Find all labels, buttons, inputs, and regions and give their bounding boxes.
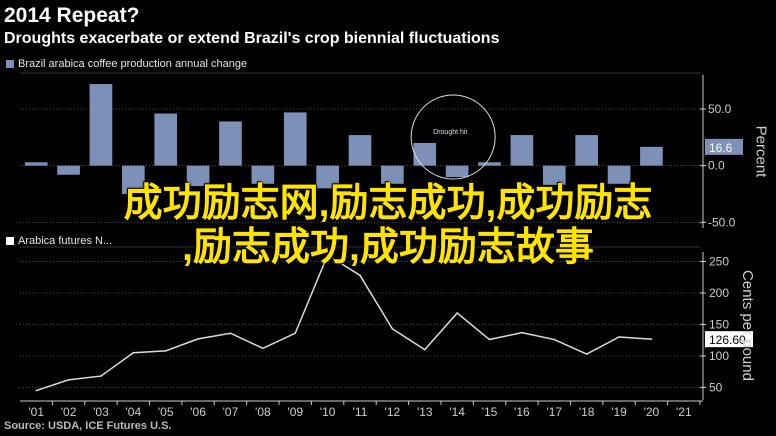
x-tick-label: '05 — [158, 405, 174, 419]
bar-ytick-label: 50.0 — [708, 102, 732, 116]
price-point — [67, 379, 70, 381]
bar — [89, 84, 113, 166]
bar-legend: Brazil arabica coffee production annual … — [6, 58, 247, 70]
price-point — [391, 328, 394, 330]
bar — [154, 113, 178, 166]
price-point — [359, 274, 361, 277]
bar-ytick-label: -50.0 — [708, 215, 736, 229]
bar — [575, 135, 598, 166]
price-point — [164, 350, 167, 352]
x-tick-label: '04 — [126, 405, 142, 419]
source-note: Source: USDA, ICE Futures U.S. — [4, 420, 172, 432]
x-tick-label: '10 — [320, 405, 336, 419]
bar-last-value-label: 16.6 — [709, 141, 733, 155]
bar-legend-label: Brazil arabica coffee production annual … — [18, 58, 248, 70]
x-tick-label: '07 — [223, 405, 239, 419]
bar — [348, 135, 372, 166]
x-tick-label: '03 — [93, 405, 109, 419]
price-point — [197, 338, 199, 340]
bar — [445, 165, 469, 177]
bar-ylabel: Percent — [752, 125, 770, 178]
bar-last-value-tag — [705, 138, 743, 155]
line-ytick-label: 150 — [709, 317, 729, 331]
price-point — [456, 312, 458, 314]
chart-subtitle: Droughts exacerbate or extend Brazil's c… — [4, 30, 500, 47]
line-chart: 250 200 150 100 50 126.60 — [20, 246, 753, 400]
price-point — [423, 348, 426, 351]
line-legend-swatch — [6, 237, 14, 245]
x-tick-label: '18 — [579, 405, 595, 419]
x-tick-label: '11 — [353, 405, 368, 419]
bar — [24, 162, 48, 166]
price-point — [100, 375, 102, 377]
bar — [478, 162, 501, 166]
bar — [381, 165, 404, 184]
price-point — [294, 332, 297, 335]
bar — [640, 146, 663, 166]
bar — [251, 165, 275, 184]
line-ylabel: Cents per pound — [738, 270, 756, 381]
price-point — [650, 338, 653, 340]
line-last-value-tag — [705, 331, 753, 348]
x-tick-label: '08 — [255, 405, 271, 419]
price-point — [35, 389, 37, 392]
price-point — [618, 336, 620, 338]
bar — [510, 135, 534, 166]
bar — [283, 112, 307, 166]
line-legend-label: Arabica futures N... — [18, 235, 113, 247]
price-point — [553, 338, 556, 341]
overlay-watermark-line1: 成功励志网,励志成功,成功励志 — [123, 182, 653, 225]
x-tick-label: '02 — [61, 405, 77, 419]
line-ytick-label: 200 — [709, 286, 729, 300]
x-tick-label: '12 — [385, 405, 401, 419]
x-tick-label: '19 — [611, 405, 627, 419]
drought-annotation-circle — [410, 94, 496, 180]
bar — [57, 165, 80, 175]
x-tick-label: '14 — [449, 405, 465, 419]
overlay-watermark-line2: ,励志成功,成功励志故事 — [182, 226, 594, 269]
price-point — [326, 254, 329, 256]
bar — [186, 165, 210, 187]
x-tick-label: '20 — [644, 405, 660, 419]
x-tick-label: '13 — [417, 405, 433, 419]
x-tick-label: '09 — [287, 405, 303, 419]
bar-legend-swatch — [6, 60, 14, 68]
chart-title: 2014 Repeat? — [4, 4, 140, 27]
bar — [607, 165, 631, 184]
line-ytick-label: 250 — [709, 254, 729, 268]
x-axis: '01 '02 '03 '04 '05 '06 '07 '08 '09 '10 '11 '12 '13 '… — [20, 400, 703, 419]
bar — [122, 165, 145, 194]
price-point — [229, 332, 232, 335]
x-tick-label: '21 — [676, 405, 692, 419]
x-tick-label: '15 — [482, 405, 498, 419]
x-tick-label: '16 — [514, 405, 530, 419]
bar — [413, 143, 437, 166]
line-ytick-label: 100 — [709, 349, 729, 363]
bar — [542, 165, 566, 185]
x-tick-label: '06 — [190, 405, 206, 419]
line-legend: Arabica futures N... — [6, 235, 112, 247]
price-point — [262, 347, 264, 350]
x-tick-label: '01 — [28, 405, 44, 419]
x-tick-label: '17 — [546, 405, 562, 419]
drought-annotation-label: Drought hit — [433, 129, 467, 136]
line-last-value-label: 126.60 — [709, 333, 746, 347]
price-line — [35, 254, 652, 392]
price-point — [521, 331, 523, 334]
price-point — [585, 353, 588, 355]
bar — [219, 121, 242, 166]
bar-ytick-label: 0.0 — [708, 159, 725, 173]
price-point — [132, 351, 135, 354]
bar — [316, 165, 339, 189]
line-ytick-label: 50 — [709, 380, 723, 394]
price-point — [488, 338, 491, 341]
bar-chart: 50.0 0.0 -50.0 16.6 Drought hit — [20, 72, 743, 229]
